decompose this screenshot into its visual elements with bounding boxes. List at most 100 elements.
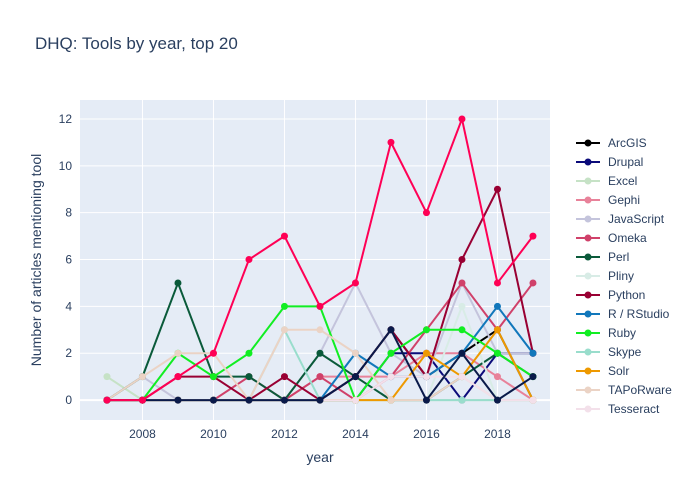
legend-item[interactable]: Ruby bbox=[566, 323, 636, 342]
data-point[interactable] bbox=[209, 396, 217, 404]
legend-item[interactable]: ArcGIS bbox=[566, 133, 647, 152]
legend-item[interactable]: Omeka bbox=[566, 228, 647, 247]
y-tick-label: 10 bbox=[59, 159, 73, 173]
data-point[interactable] bbox=[493, 326, 501, 334]
data-point[interactable] bbox=[351, 373, 359, 381]
x-tick-label: 2008 bbox=[129, 427, 156, 441]
legend-label: Skype bbox=[608, 344, 642, 359]
y-tick-label: 0 bbox=[65, 393, 72, 407]
data-point[interactable] bbox=[422, 326, 430, 334]
data-point[interactable] bbox=[493, 373, 501, 381]
data-point[interactable] bbox=[103, 396, 111, 404]
data-point[interactable] bbox=[351, 349, 359, 357]
legend[interactable]: ArcGIS Drupal Excel Gephi JavaScript Omeka Per… bbox=[566, 125, 686, 418]
data-point[interactable] bbox=[138, 373, 146, 381]
data-point[interactable] bbox=[387, 396, 395, 404]
y-tick-label: 6 bbox=[65, 253, 72, 267]
data-point[interactable] bbox=[422, 349, 430, 357]
data-point[interactable] bbox=[209, 349, 217, 357]
legend-item[interactable]: R / RStudio bbox=[566, 304, 669, 323]
legend-marker-icon bbox=[576, 310, 600, 317]
data-point[interactable] bbox=[351, 279, 359, 287]
data-point[interactable] bbox=[458, 302, 466, 310]
data-point[interactable] bbox=[493, 302, 501, 310]
data-point[interactable] bbox=[458, 115, 466, 123]
data-point[interactable] bbox=[493, 349, 501, 357]
legend-item[interactable]: TAPoRware bbox=[566, 380, 672, 399]
legend-item[interactable]: Pliny bbox=[566, 266, 634, 285]
legend-label: Solr bbox=[608, 363, 630, 378]
data-point[interactable] bbox=[245, 349, 253, 357]
data-point[interactable] bbox=[174, 396, 182, 404]
data-point[interactable] bbox=[280, 302, 288, 310]
data-point[interactable] bbox=[138, 396, 146, 404]
legend-marker-icon bbox=[576, 405, 600, 412]
data-point[interactable] bbox=[280, 373, 288, 381]
data-point[interactable] bbox=[529, 279, 537, 287]
data-point[interactable] bbox=[387, 138, 395, 146]
legend-item[interactable]: Drupal bbox=[566, 152, 643, 171]
data-point[interactable] bbox=[493, 396, 501, 404]
data-point[interactable] bbox=[280, 396, 288, 404]
data-point[interactable] bbox=[245, 396, 253, 404]
data-point[interactable] bbox=[387, 326, 395, 334]
legend-label: Pliny bbox=[608, 268, 635, 283]
legend-item[interactable]: JavaScript bbox=[566, 209, 664, 228]
legend-label: Drupal bbox=[608, 154, 644, 169]
legend-item[interactable]: Perl bbox=[566, 247, 629, 266]
legend-label: ArcGIS bbox=[608, 135, 647, 150]
legend-item[interactable]: Skype bbox=[566, 342, 641, 361]
data-point[interactable] bbox=[458, 256, 466, 264]
legend-item[interactable]: Solr bbox=[566, 361, 629, 380]
data-point[interactable] bbox=[529, 373, 537, 381]
legend-item[interactable]: Excel bbox=[566, 171, 637, 190]
data-point[interactable] bbox=[458, 396, 466, 404]
data-point[interactable] bbox=[316, 349, 324, 357]
data-point[interactable] bbox=[316, 326, 324, 334]
series-tumblr[interactable] bbox=[103, 326, 537, 404]
data-point[interactable] bbox=[493, 185, 501, 193]
data-point[interactable] bbox=[316, 373, 324, 381]
legend-label: TAPoRware bbox=[608, 382, 672, 397]
data-point[interactable] bbox=[422, 373, 430, 381]
data-point[interactable] bbox=[245, 373, 253, 381]
legend-item[interactable]: Python bbox=[566, 285, 645, 304]
series-twitter[interactable] bbox=[103, 115, 537, 404]
legend-label: JavaScript bbox=[608, 211, 665, 226]
data-point[interactable] bbox=[387, 349, 395, 357]
data-point[interactable] bbox=[458, 373, 466, 381]
data-point[interactable] bbox=[209, 373, 217, 381]
data-point[interactable] bbox=[493, 279, 501, 287]
legend-label: R / RStudio bbox=[608, 306, 670, 321]
data-point[interactable] bbox=[316, 396, 324, 404]
data-point[interactable] bbox=[387, 373, 395, 381]
data-point[interactable] bbox=[280, 232, 288, 240]
data-point[interactable] bbox=[316, 302, 324, 310]
data-point[interactable] bbox=[245, 256, 253, 264]
data-point[interactable] bbox=[422, 209, 430, 217]
data-point[interactable] bbox=[529, 232, 537, 240]
legend-item[interactable]: Gephi bbox=[566, 190, 640, 209]
data-point[interactable] bbox=[174, 373, 182, 381]
x-tick-label: 2018 bbox=[484, 427, 511, 441]
legend-item[interactable]: Tesseract bbox=[566, 399, 659, 418]
data-point[interactable] bbox=[103, 373, 111, 381]
y-axis-label: Number of articles mentioning tool bbox=[28, 154, 44, 366]
data-point[interactable] bbox=[174, 349, 182, 357]
data-point[interactable] bbox=[422, 396, 430, 404]
data-point[interactable] bbox=[280, 326, 288, 334]
data-point[interactable] bbox=[351, 396, 359, 404]
legend-marker-icon bbox=[576, 367, 600, 374]
legend-marker-icon bbox=[576, 196, 600, 203]
data-point[interactable] bbox=[458, 279, 466, 287]
data-point[interactable] bbox=[458, 326, 466, 334]
data-point[interactable] bbox=[458, 349, 466, 357]
legend-label: Python bbox=[608, 287, 646, 302]
y-tick-label: 4 bbox=[65, 299, 72, 313]
data-point[interactable] bbox=[529, 396, 537, 404]
x-axis-label: year bbox=[306, 449, 334, 465]
legend-marker-icon bbox=[576, 139, 600, 146]
data-point[interactable] bbox=[174, 279, 182, 287]
data-point[interactable] bbox=[529, 349, 537, 357]
